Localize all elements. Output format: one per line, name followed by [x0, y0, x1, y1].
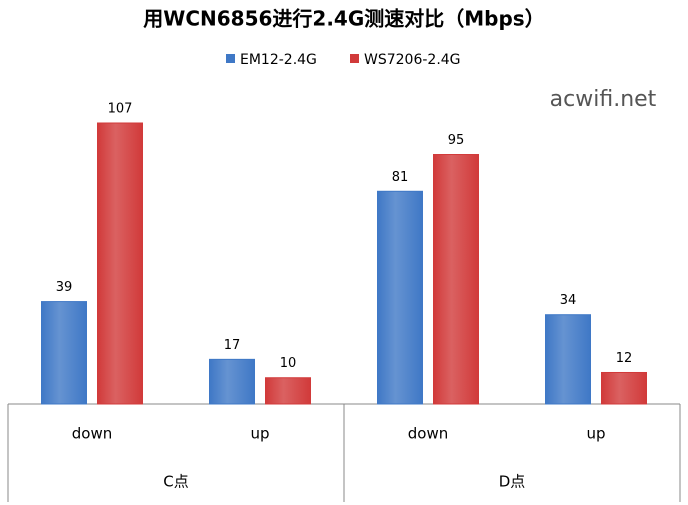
legend-label: WS7206-2.4G	[364, 52, 461, 68]
legend-label: EM12-2.4G	[240, 52, 317, 68]
legend-swatch	[226, 54, 235, 63]
chart-title: 用WCN6856进行2.4G测速对比（Mbps）	[143, 7, 544, 31]
value-label: 107	[108, 102, 133, 117]
bar	[265, 377, 311, 405]
value-label: 95	[448, 133, 465, 148]
bar	[209, 358, 255, 405]
value-label: 12	[616, 351, 633, 366]
x-tick-label: up	[586, 425, 605, 443]
x-tick-label: down	[72, 425, 112, 443]
x-tick-label: down	[408, 425, 448, 443]
bar	[545, 314, 591, 405]
value-label: 10	[280, 356, 297, 371]
bar	[41, 301, 87, 405]
bar	[433, 154, 479, 405]
value-label: 34	[560, 293, 577, 308]
value-label: 39	[56, 280, 73, 295]
legend-swatch	[350, 54, 359, 63]
bar	[97, 122, 143, 405]
value-label: 17	[224, 338, 241, 353]
value-label: 81	[392, 170, 409, 185]
watermark: acwifi.net	[550, 87, 657, 112]
bar	[377, 190, 423, 405]
group-label: C点	[163, 473, 188, 491]
group-label: D点	[499, 473, 526, 491]
bar	[601, 371, 647, 405]
x-tick-label: up	[250, 425, 269, 443]
